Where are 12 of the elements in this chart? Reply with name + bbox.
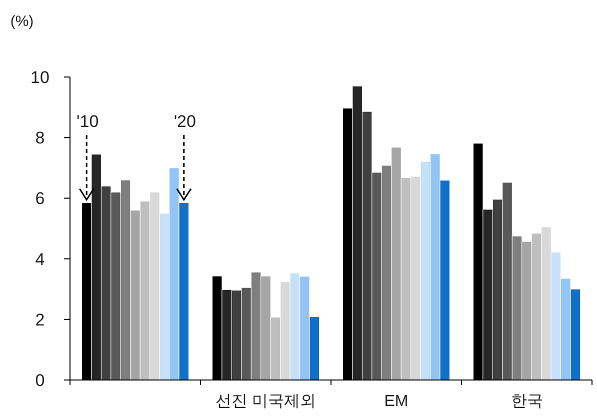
- y-tick-label: 2: [35, 310, 45, 330]
- x-tick-label: EM: [384, 393, 408, 410]
- y-tick-label: 4: [35, 250, 45, 269]
- y-axis-title: (%): [10, 13, 34, 30]
- y-tick-label: 0: [35, 371, 45, 390]
- annotation: '10: [76, 112, 99, 131]
- y-tick-label: 6: [35, 189, 45, 208]
- x-tick-label: 한국: [510, 393, 543, 410]
- annotation: '20: [174, 112, 196, 131]
- x-tick-label: 선진 미국제외: [216, 393, 316, 410]
- y-tick-label: 8: [35, 128, 45, 148]
- y-tick-label: 10: [30, 68, 50, 87]
